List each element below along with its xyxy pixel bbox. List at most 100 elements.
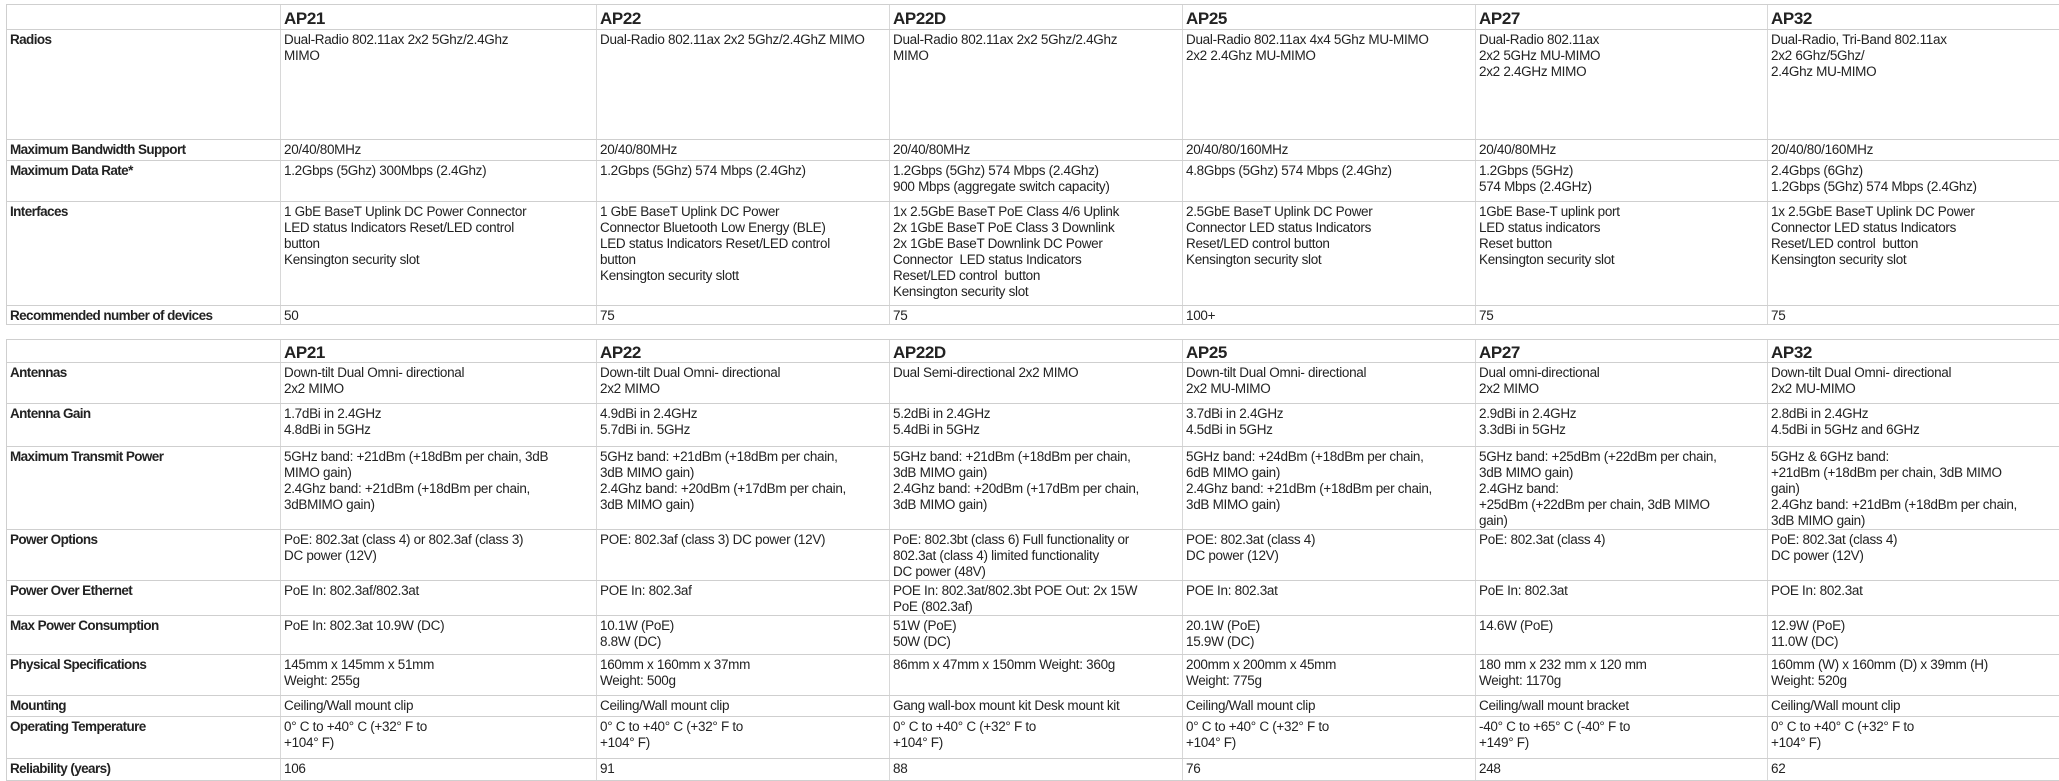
cell-line: Dual-Radio, Tri-Band 802.11ax [1771, 32, 1947, 47]
cell-ap21: 106 [280, 758, 597, 781]
cell-line: Ceiling/wall mount bracket [1479, 698, 1629, 713]
cell-line: 3dB MIMO gain) [893, 465, 988, 480]
cell-line: PoE In: 802.3af/802.3at [284, 583, 419, 598]
cell-line: 900 Mbps (aggregate switch capacity) [893, 179, 1110, 194]
cell-line: gain) [1479, 513, 1508, 528]
cell-ap22: 20/40/80MHz [596, 139, 890, 161]
cell-line: 2.8dBi in 2.4GHz [1771, 406, 1869, 421]
column-header-ap22: AP22 [596, 339, 890, 363]
cell-line: DC power (48V) [893, 564, 986, 579]
cell-line: 20/40/80MHz [600, 142, 677, 157]
cell-ap22d: 1x 2.5GbE BaseT PoE Class 4/6 Uplink 2x 1… [889, 201, 1183, 306]
cell-line: 802.3at (class 4) limited functionality [893, 548, 1099, 563]
cell-line: 20/40/80MHz [1479, 142, 1556, 157]
cell-line: PoE (802.3af) [893, 599, 973, 614]
cell-line: 50 [284, 308, 299, 323]
cell-ap22: 1.2Gbps (5Ghz) 574 Mbps (2.4Ghz) [596, 160, 890, 202]
cell-line: PoE: 802.3bt (class 6) Full functionalit… [893, 532, 1129, 547]
cell-ap32: 20/40/80/160MHz [1767, 139, 2059, 161]
cell-line: +21dBm (+18dBm per chain, 3dB MIMO [1771, 465, 2002, 480]
cell-line: 0° C to +40° C (+32° F to [1771, 719, 1915, 734]
cell-ap25: POE: 802.3at (class 4) DC power (12V) [1182, 529, 1476, 581]
cell-ap22d: Gang wall-box mount kit Desk mount kit [889, 695, 1183, 717]
cell-line: -40° C to +65° C (-40° F to [1479, 719, 1631, 734]
cell-line: 6dB MIMO gain) [1186, 465, 1281, 480]
cell-ap21: PoE In: 802.3at 10.9W (DC) [280, 615, 597, 655]
cell-line: DC power (12V) [284, 548, 377, 563]
cell-ap27: PoE In: 802.3at [1475, 580, 1768, 616]
cell-line: Down-tilt Dual Omni- directional [600, 365, 781, 380]
cell-line: 2.4Gbps (6Ghz) [1771, 163, 1863, 178]
cell-line: +104° F) [893, 735, 943, 750]
cell-line: POE In: 802.3at [1186, 583, 1278, 598]
cell-line: Kensington security slot [1186, 252, 1322, 267]
cell-ap22d: 0° C to +40° C (+32° F to +104° F) [889, 716, 1183, 759]
cell-line: 1.2Gbps (5Ghz) 300Mbps (2.4Ghz) [284, 163, 487, 178]
cell-ap22d: Dual-Radio 802.11ax 2x2 5Ghz/2.4Ghz MIMO [889, 29, 1183, 140]
cell-line: 75 [600, 308, 615, 323]
cell-line: 2x2 6Ghz/5Ghz/ [1771, 48, 1865, 63]
row-label: Power Over Ethernet [6, 580, 281, 616]
cell-line: Reset/LED control button [1771, 236, 1919, 251]
cell-line: 2x2 2.4GHz MIMO [1479, 64, 1587, 79]
cell-line: 200mm x 200mm x 45mm [1186, 657, 1337, 672]
row-power-over-ethernet: Power Over Ethernet PoE In: 802.3af/802.3… [6, 580, 2059, 616]
cell-line: +104° F) [284, 735, 334, 750]
cell-line: Weight: 500g [600, 673, 676, 688]
cell-line: Reset/LED control button [893, 268, 1041, 283]
cell-line: 75 [1771, 308, 1786, 323]
cell-line: 12.9W (PoE) [1771, 618, 1845, 633]
cell-ap22d: POE In: 802.3at/802.3bt POE Out: 2x 15W P… [889, 580, 1183, 616]
cell-line: +25dBm (+22dBm per chain, 3dB MIMO [1479, 497, 1710, 512]
cell-ap25: 5GHz band: +24dBm (+18dBm per chain, 6dB … [1182, 446, 1476, 530]
row-operating-temperature: Operating Temperature 0° C to +40° C (+32… [6, 716, 2059, 759]
cell-line: 20/40/80/160MHz [1771, 142, 1874, 157]
cell-line: 2.4Ghz band: +20dBm (+17dBm per chain, [893, 481, 1140, 496]
cell-line: 0° C to +40° C (+32° F to [1186, 719, 1330, 734]
spec-table-1: AP21 AP22 AP22D AP25 AP27 AP32 Radios Dual-Radi… [6, 4, 2059, 325]
row-mounting: Mounting Ceiling/Wall mount clip Ceiling/W… [6, 695, 2059, 717]
cell-line: Connector LED status Indicators [1771, 220, 1957, 235]
cell-ap22: POE In: 802.3af [596, 580, 890, 616]
column-header-ap21: AP21 [280, 4, 597, 30]
row-reliability-years: Reliability (years) 106 91 88 76 248 62 [6, 758, 2059, 781]
cell-line: PoE: 802.3at (class 4) [1479, 532, 1606, 547]
cell-ap21: 50 [280, 305, 597, 325]
column-header-ap32: AP32 [1767, 339, 2059, 363]
cell-ap32: 75 [1767, 305, 2059, 325]
cell-line: 14.6W (PoE) [1479, 618, 1553, 633]
cell-line: Connector LED status Indicators [1186, 220, 1372, 235]
cell-line: 86mm x 47mm x 150mm Weight: 360g [893, 657, 1115, 672]
cell-line: 20.1W (PoE) [1186, 618, 1260, 633]
cell-line: POE: 802.3af (class 3) DC power (12V) [600, 532, 826, 547]
cell-line: 5GHz band: +21dBm (+18dBm per chain, [893, 449, 1131, 464]
cell-ap25: 200mm x 200mm x 45mm Weight: 775g [1182, 654, 1476, 696]
cell-line: 2x2 5GHz MU-MIMO [1479, 48, 1601, 63]
cell-line: 10.1W (PoE) [600, 618, 674, 633]
cell-line: 4.8Gbps (5Ghz) 574 Mbps (2.4Ghz) [1186, 163, 1392, 178]
cell-line: 2x2 MIMO [284, 381, 344, 396]
row-label: Power Options [6, 529, 281, 581]
cell-line: Down-tilt Dual Omni- directional [1186, 365, 1367, 380]
row-maximum-transmit-power: Maximum Transmit Power 5GHz band: +21dBm … [6, 446, 2059, 530]
cell-line: 1.2Gbps (5Ghz) 574 Mbps (2.4Ghz) [1771, 179, 1977, 194]
cell-line: Kensington security slot [893, 284, 1029, 299]
row-radios: Radios Dual-Radio 802.11ax 2x2 5Ghz/2.4Gh… [6, 29, 2059, 140]
cell-ap27: 2.9dBi in 2.4GHz 3.3dBi in 5GHz [1475, 403, 1768, 447]
column-header-ap27: AP27 [1475, 339, 1768, 363]
row-label: Maximum Transmit Power [6, 446, 281, 530]
cell-line: MIMO [284, 48, 320, 63]
cell-line: Kensington security slot [284, 252, 420, 267]
cell-line: 11.0W (DC) [1771, 634, 1839, 649]
cell-ap22: Down-tilt Dual Omni- directional 2x2 MIMO [596, 362, 890, 404]
cell-line: 2x2 MIMO [1479, 381, 1539, 396]
cell-ap27: Dual-Radio 802.11ax 2x2 5GHz MU-MIMO 2x2 2… [1475, 29, 1768, 140]
row-label: Maximum Data Rate* [6, 160, 281, 202]
cell-line: 106 [284, 761, 306, 776]
cell-line: Reset/LED control button [1186, 236, 1330, 251]
cell-line: 160mm (W) x 160mm (D) x 39mm (H) [1771, 657, 1988, 672]
cell-line: 75 [893, 308, 908, 323]
cell-line: 20/40/80MHz [893, 142, 970, 157]
cell-line: 51W (PoE) [893, 618, 957, 633]
cell-ap25: 3.7dBi in 2.4GHz 4.5dBi in 5GHz [1182, 403, 1476, 447]
